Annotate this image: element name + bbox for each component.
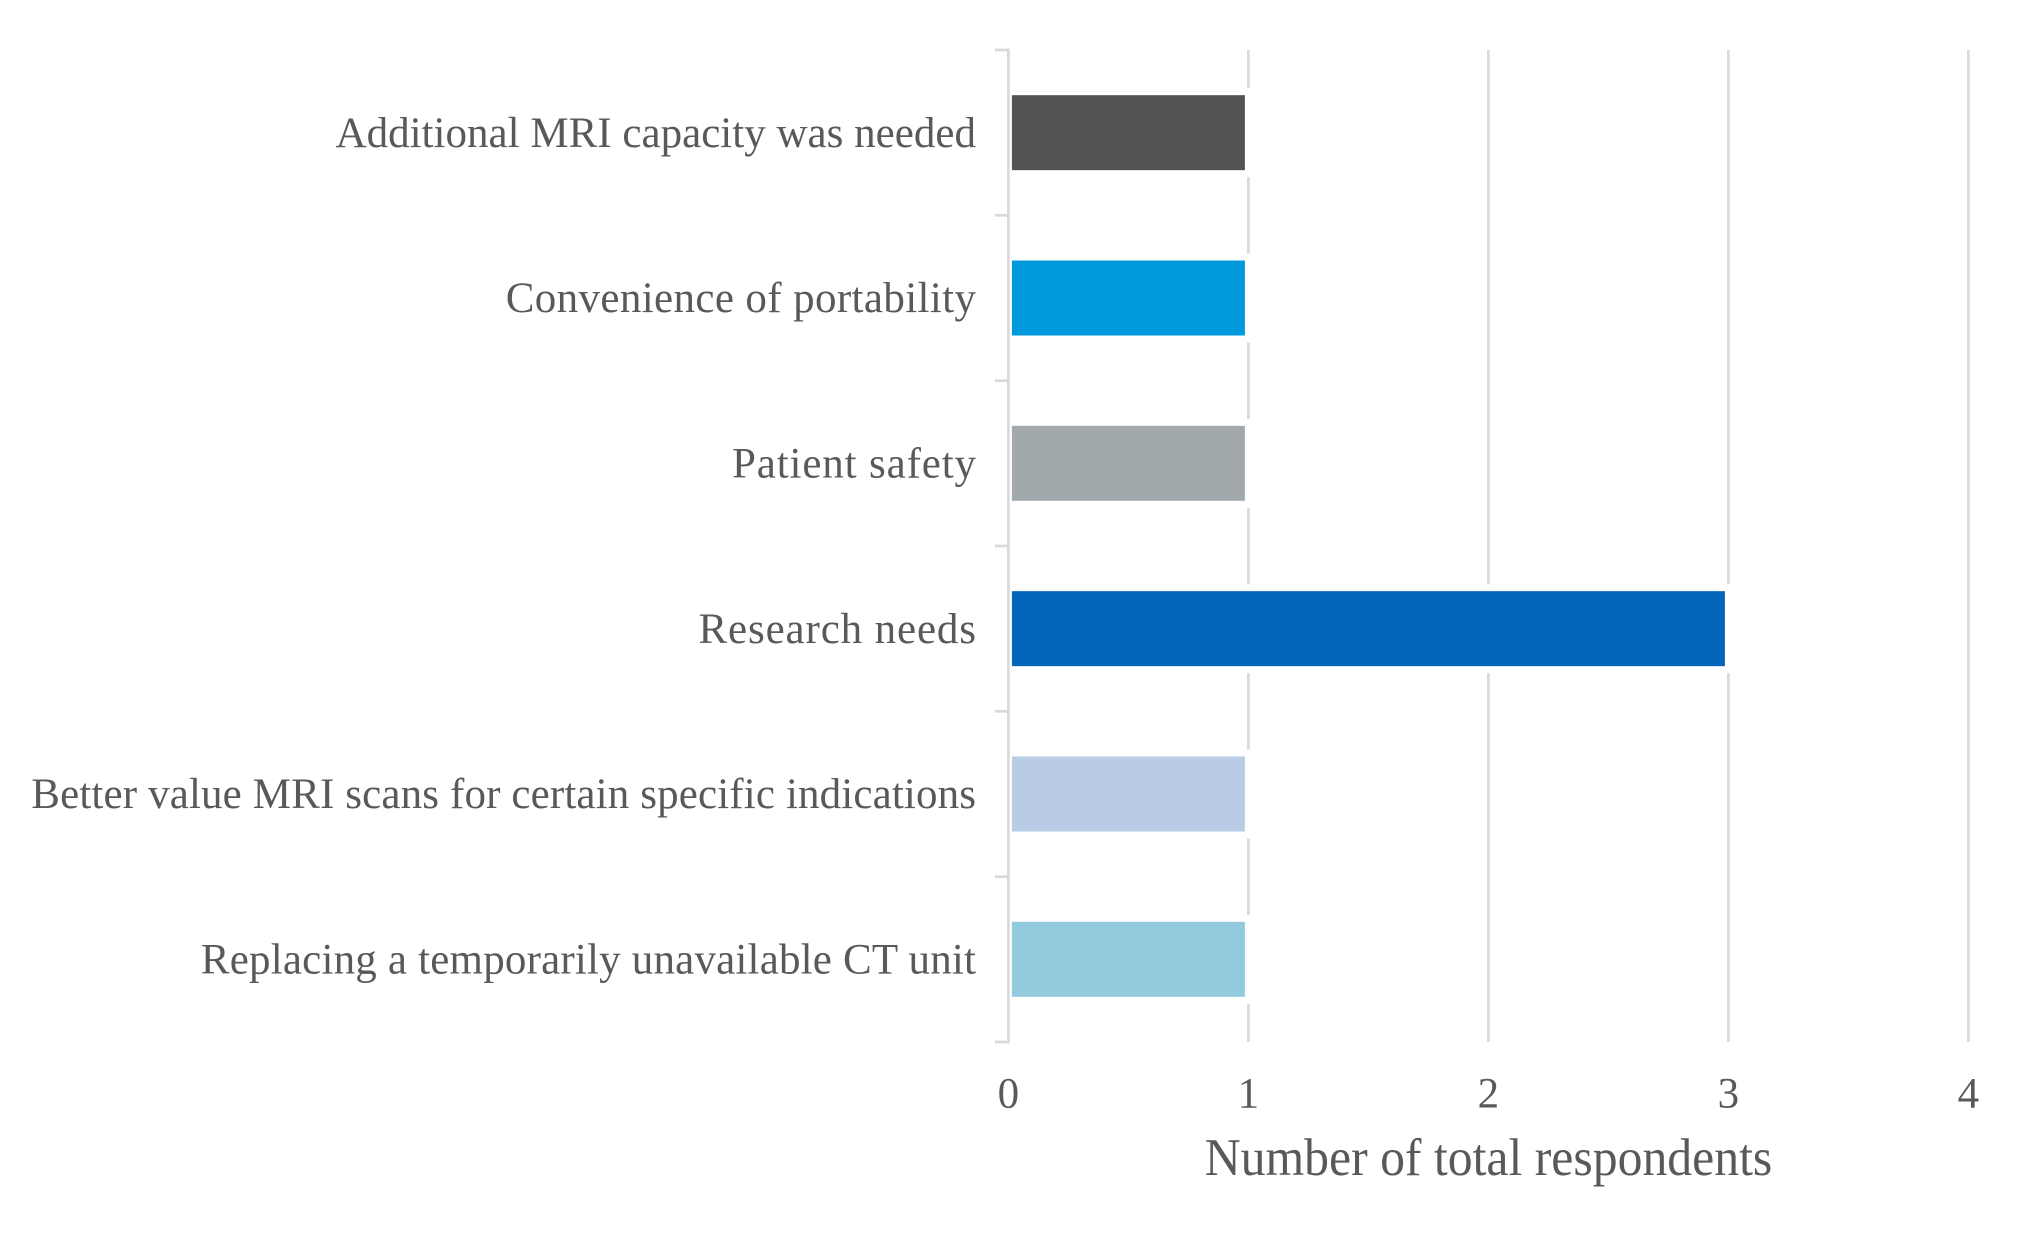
svg-text:Number of total respondents: Number of total respondents xyxy=(1205,1129,1773,1187)
svg-text:2: 2 xyxy=(1478,1071,1500,1118)
svg-text:Research needs: Research needs xyxy=(699,606,977,653)
svg-text:Better value MRI scans for cer: Better value MRI scans for certain speci… xyxy=(31,771,976,818)
svg-text:Replacing a temporarily unavai: Replacing a temporarily unavailable CT u… xyxy=(201,936,976,983)
svg-text:Convenience of portability: Convenience of portability xyxy=(506,275,977,322)
svg-text:Patient safety: Patient safety xyxy=(732,440,977,487)
svg-text:3: 3 xyxy=(1718,1071,1740,1118)
svg-text:4: 4 xyxy=(1958,1071,1980,1118)
svg-text:0: 0 xyxy=(998,1071,1020,1118)
svg-text:Additional MRI capacity was ne: Additional MRI capacity was needed xyxy=(336,110,977,157)
svg-text:1: 1 xyxy=(1238,1071,1260,1118)
